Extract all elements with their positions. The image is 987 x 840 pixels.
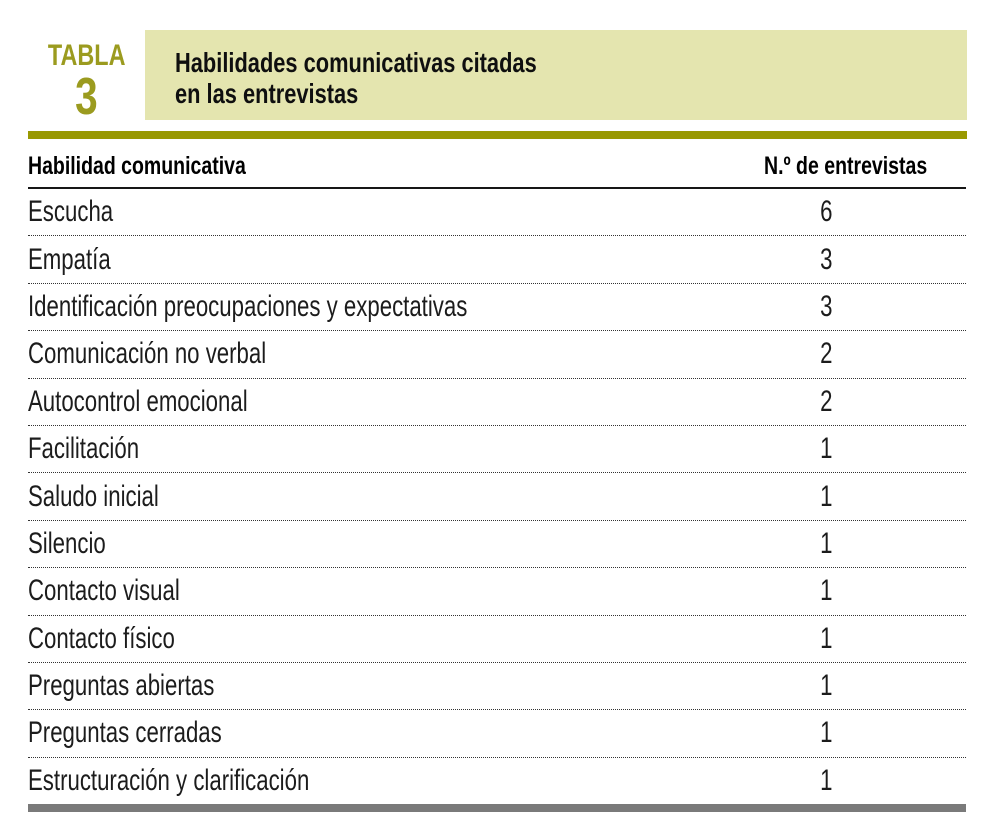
skill-cell: Facilitación	[28, 432, 741, 466]
table-header-row: Habilidad comunicativa N.º de entrevista…	[28, 146, 966, 189]
table-row: Preguntas cerradas 1	[28, 710, 966, 758]
skill-cell-text: Preguntas abiertas	[28, 669, 215, 703]
column-header-skill: Habilidad comunicativa	[28, 152, 741, 181]
table-kicker-label-text: TABLA	[47, 39, 126, 72]
skill-cell: Identificación preocupaciones y expectat…	[28, 290, 741, 324]
count-cell-text: 2	[819, 384, 833, 418]
table-bottom-rule	[28, 804, 966, 812]
count-cell-text: 1	[819, 716, 833, 750]
column-header-count: N.º de entrevistas	[741, 152, 927, 181]
table-title-line1-text: Habilidades comunicativas citadas	[175, 47, 537, 78]
count-cell-text: 1	[819, 574, 833, 608]
column-header-count-text: N.º de entrevistas	[764, 152, 928, 180]
skill-cell-text: Estructuración y clarificación	[28, 763, 310, 797]
table-title-box: Habilidades comunicativas citadas en las…	[145, 30, 967, 120]
table-title-line2-text: en las entrevistas	[175, 78, 359, 109]
count-cell-text: 1	[819, 763, 833, 797]
table-row: Escucha 6	[28, 189, 966, 237]
table-title-line2: en las entrevistas	[175, 78, 967, 109]
count-cell: 1	[741, 574, 911, 608]
count-cell-text: 1	[819, 669, 833, 703]
skill-cell: Preguntas abiertas	[28, 669, 741, 703]
table-row: Preguntas abiertas 1	[28, 663, 966, 711]
table-row: Empatía 3	[28, 236, 966, 284]
skill-cell-text: Facilitación	[28, 432, 140, 466]
count-cell: 1	[741, 480, 911, 514]
table-kicker-number-text: 3	[75, 68, 98, 126]
table-row: Contacto físico 1	[28, 616, 966, 663]
skill-cell: Empatía	[28, 243, 741, 277]
skill-cell-text: Contacto físico	[28, 621, 175, 655]
skill-cell: Contacto visual	[28, 574, 741, 608]
count-cell: 1	[741, 764, 911, 798]
table-kicker: TABLA 3	[28, 39, 145, 126]
table-row: Estructuración y clarificación 1	[28, 758, 966, 804]
count-cell-text: 3	[819, 242, 833, 276]
count-cell: 1	[741, 527, 911, 561]
skill-cell: Escucha	[28, 195, 741, 229]
skills-table: Habilidad comunicativa N.º de entrevista…	[28, 146, 966, 812]
table-kicker-label: TABLA	[28, 39, 145, 72]
skill-cell: Saludo inicial	[28, 480, 741, 514]
skill-cell: Autocontrol emocional	[28, 385, 741, 419]
count-cell-text: 1	[819, 526, 833, 560]
table-row: Autocontrol emocional 2	[28, 379, 966, 426]
count-cell: 2	[741, 385, 911, 419]
count-cell-text: 6	[819, 195, 833, 229]
skill-cell: Estructuración y clarificación	[28, 764, 741, 798]
count-cell: 3	[741, 243, 911, 277]
skill-cell: Contacto físico	[28, 622, 741, 656]
table-title-line1: Habilidades comunicativas citadas	[175, 47, 967, 78]
count-cell: 2	[741, 337, 911, 371]
count-cell: 1	[741, 622, 911, 656]
table-row: Comunicación no verbal 2	[28, 331, 966, 379]
table-row: Facilitación 1	[28, 426, 966, 474]
count-cell: 3	[741, 290, 911, 324]
table-body: Escucha 6 Empatía 3 Identificación preoc…	[28, 189, 966, 804]
count-cell: 1	[741, 669, 911, 703]
count-cell-text: 1	[819, 432, 833, 466]
skill-cell-text: Saludo inicial	[28, 479, 159, 513]
count-cell-text: 2	[819, 337, 833, 371]
count-cell-text: 1	[819, 621, 833, 655]
table-row: Identificación preocupaciones y expectat…	[28, 284, 966, 332]
skill-cell-text: Contacto visual	[28, 574, 180, 608]
table-row: Contacto visual 1	[28, 568, 966, 616]
count-cell-text: 1	[819, 479, 833, 513]
skill-cell-text: Comunicación no verbal	[28, 337, 267, 371]
skill-cell: Comunicación no verbal	[28, 337, 741, 371]
column-header-skill-text: Habilidad comunicativa	[28, 152, 246, 180]
skill-cell: Silencio	[28, 527, 741, 561]
skill-cell-text: Autocontrol emocional	[28, 384, 248, 418]
skill-cell-text: Silencio	[28, 526, 106, 560]
skill-cell-text: Escucha	[28, 195, 114, 229]
skill-cell: Preguntas cerradas	[28, 716, 741, 750]
skill-cell-text: Identificación preocupaciones y expectat…	[28, 289, 468, 323]
table-row: Saludo inicial 1	[28, 473, 966, 521]
table-row: Silencio 1	[28, 521, 966, 569]
table-kicker-number: 3	[28, 68, 145, 126]
count-cell: 1	[741, 432, 911, 466]
count-cell-text: 3	[819, 289, 833, 323]
count-cell: 1	[741, 716, 911, 750]
count-cell: 6	[741, 195, 911, 229]
skill-cell-text: Preguntas cerradas	[28, 716, 222, 750]
header-accent-rule	[28, 131, 967, 139]
skill-cell-text: Empatía	[28, 242, 111, 276]
